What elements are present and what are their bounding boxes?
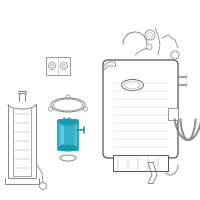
Bar [168,108,178,120]
Ellipse shape [59,119,77,125]
FancyBboxPatch shape [62,126,74,144]
Ellipse shape [59,145,77,151]
Bar [113,155,168,171]
Bar [61,126,64,144]
FancyBboxPatch shape [58,120,78,150]
FancyBboxPatch shape [103,60,178,158]
